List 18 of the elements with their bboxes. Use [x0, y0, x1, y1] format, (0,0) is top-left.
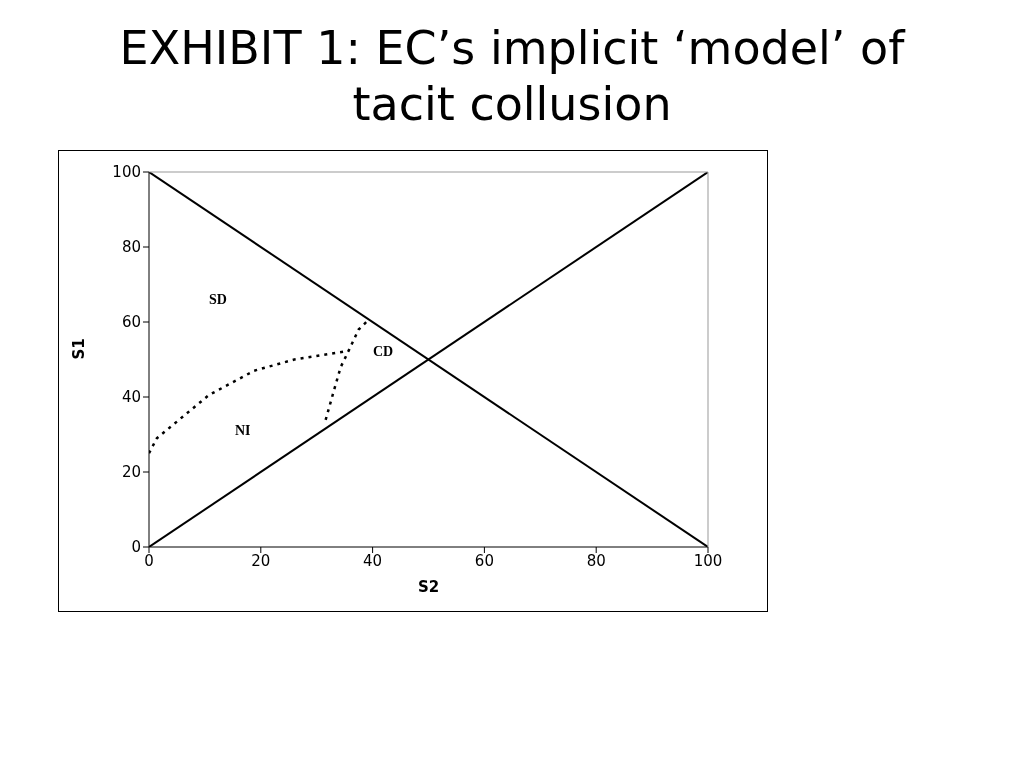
annotation: SD: [209, 292, 227, 308]
x-tick-label: 80: [586, 551, 606, 570]
x-tick-label: 0: [144, 551, 154, 570]
x-tick-label: 20: [251, 551, 271, 570]
annotation: NI: [235, 423, 251, 439]
annotation: CD: [373, 344, 394, 360]
y-tick-label: 80: [121, 238, 141, 257]
x-tick-label: 40: [363, 551, 383, 570]
y-tick-label: 40: [121, 388, 141, 407]
x-tick-label: 100: [693, 551, 723, 570]
y-tick-label: 100: [112, 163, 141, 182]
y-tick-label: 20: [121, 463, 141, 482]
x-tick-label: 60: [474, 551, 494, 570]
y-tick-label: 60: [121, 313, 141, 332]
y-axis-title: S1: [70, 338, 89, 360]
y-tick-label: 0: [131, 538, 141, 557]
chart-title: EXHIBIT 1: EC’s implicit ‘model’ of tacit collusion: [118, 20, 907, 132]
x-axis-title: S2: [417, 578, 440, 596]
